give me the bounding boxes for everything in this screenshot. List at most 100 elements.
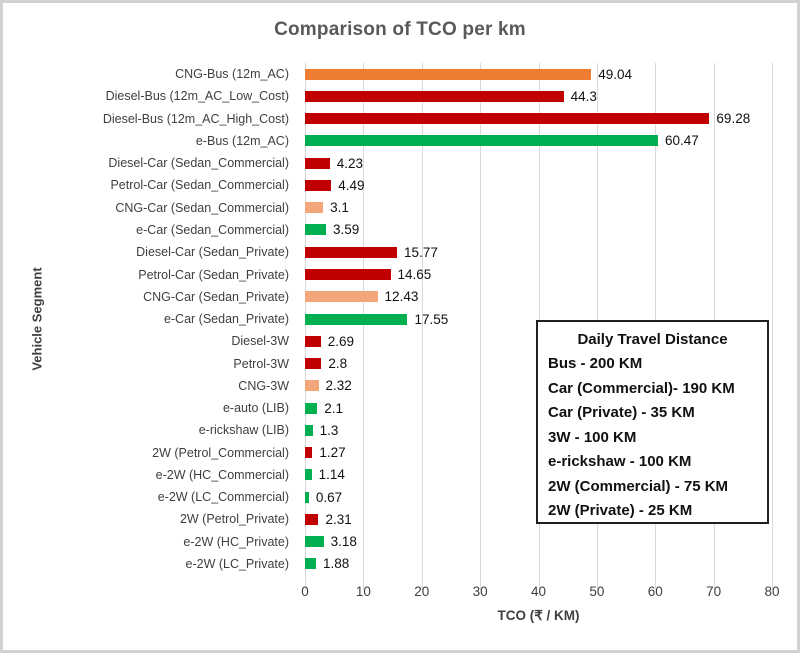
value-label: 0.67: [315, 489, 343, 505]
annotation-line: Bus - 200 KM: [548, 355, 643, 372]
bar: [305, 135, 658, 147]
bar: [305, 291, 378, 303]
x-tick-label: 80: [764, 584, 780, 599]
x-tick-label: 30: [472, 584, 488, 599]
x-tick-label: 20: [414, 584, 430, 599]
chart-row: 2.31: [305, 508, 772, 530]
value-label: 3.59: [332, 222, 360, 238]
bar: [305, 335, 321, 347]
bar: [305, 491, 309, 503]
value-label: 2.32: [325, 378, 352, 394]
bar: [305, 202, 324, 214]
bar: [305, 269, 391, 281]
chart-row: 12.43: [305, 286, 772, 308]
bar: [305, 90, 564, 102]
bar: [305, 246, 398, 258]
category-label: CNG-3W: [238, 378, 289, 393]
value-label: 15.77: [404, 244, 438, 260]
category-label: CNG-Car (Sedan_Commercial): [115, 200, 289, 215]
x-axis-title: TCO (₹ / KM): [497, 608, 580, 623]
chart-row: 69.28: [305, 108, 772, 130]
bar: [305, 402, 318, 414]
bar: [305, 358, 322, 370]
x-tick-label: 60: [647, 584, 663, 599]
x-tick-label: 0: [301, 584, 309, 599]
category-label: 2W (Petrol_Commercial): [152, 445, 289, 460]
value-label: 17.55: [414, 311, 449, 327]
plot-area: 49.04 44.3 69.28 60.47 4.23 4.49 3.1 3.59 15.77 1…: [305, 63, 773, 591]
value-label: 4.23: [336, 155, 363, 171]
value-label: 1.3: [319, 422, 339, 438]
chart-row: 2.1: [305, 397, 772, 419]
category-label: Diesel-Bus (12m_AC_Low_Cost): [105, 89, 289, 104]
chart-row: 17.55: [305, 308, 772, 330]
x-tick-label: 10: [355, 584, 371, 599]
category-label: CNG-Car (Sedan_Private): [143, 289, 289, 304]
value-label: 14.65: [397, 267, 432, 283]
category-label: e-2W (HC_Commercial): [155, 467, 289, 482]
gridline: [363, 63, 365, 591]
category-label: e-2W (LC_Private): [185, 556, 290, 571]
bar: [305, 469, 312, 481]
bar: [305, 313, 408, 325]
bar: [305, 424, 313, 436]
gridline: [772, 63, 773, 591]
value-label: 44.3: [570, 88, 597, 104]
value-label: 2.31: [325, 511, 352, 527]
value-label: 3.18: [330, 534, 357, 550]
category-label: e-Bus (12m_AC): [195, 133, 289, 148]
annotation-lines: Bus - 200 KM Car (Commercial)- 190 KM Car …: [548, 352, 757, 524]
chart-row: 1.3: [305, 419, 772, 441]
chart-row: 4.23: [305, 152, 772, 174]
value-label: 49.04: [598, 66, 633, 82]
category-label: e-Car (Sedan_Private): [163, 312, 289, 327]
chart-row: 3.1: [305, 197, 772, 219]
x-tick-label: 70: [706, 584, 722, 599]
category-labels: CNG-Bus (12m_AC) Diesel-Bus (12m_AC_Low_C…: [9, 63, 297, 575]
chart-row: 1.88: [305, 553, 772, 575]
annotation-line: 3W - 100 KM: [548, 428, 637, 446]
category-label: CNG-Bus (12m_AC): [175, 67, 289, 82]
category-label: e-Car (Sedan_Commercial): [136, 222, 289, 237]
annotation-line: 2W (Private) - 25 KM: [548, 502, 693, 519]
bar: [305, 558, 316, 570]
chart-row: 2.32: [305, 375, 772, 397]
annotation-line: e-rickshaw - 100 KM: [548, 453, 692, 470]
value-label: 69.28: [716, 111, 751, 127]
chart-title: Comparison of TCO per km: [274, 19, 526, 40]
gridline: [421, 63, 423, 591]
chart-row: 60.47: [305, 130, 772, 152]
bar: [305, 536, 324, 548]
x-tick-label: 50: [589, 584, 605, 599]
annotation-box: Daily Travel Distance Bus - 200 KM Car (C…: [536, 320, 769, 524]
chart-row: 4.49: [305, 174, 772, 196]
gridline: [305, 63, 306, 591]
category-label: Petrol-Car (Sedan_Commercial): [110, 178, 289, 193]
chart-row: 14.65: [305, 263, 772, 285]
bar: [305, 68, 592, 80]
category-label: e-auto (LIB): [222, 401, 289, 416]
annotation-line: Car (Commercial)- 190 KM: [548, 379, 735, 397]
category-label: Diesel-Bus (12m_AC_High_Cost): [102, 111, 289, 126]
value-label: 2.1: [324, 400, 344, 416]
gridline: [480, 63, 482, 591]
x-tick-label: 40: [530, 584, 547, 599]
bar: [305, 224, 326, 236]
annotation-line: 2W (Commercial) - 75 KM: [548, 477, 729, 495]
category-label: e-2W (HC_Private): [183, 534, 289, 549]
bar: [305, 380, 319, 392]
chart-row: 0.67: [305, 486, 772, 508]
chart-rows: 49.04 44.3 69.28 60.47 4.23 4.49 3.1 3.59 15.77 1…: [305, 63, 772, 575]
bar: [305, 179, 332, 191]
chart-row: 1.27: [305, 442, 772, 464]
chart-row: 15.77: [305, 241, 772, 263]
chart-row: 1.14: [305, 464, 772, 486]
value-label: 4.49: [338, 177, 365, 193]
bar: [305, 113, 710, 125]
category-label: Diesel-3W: [231, 334, 289, 349]
value-label: 2.8: [328, 356, 348, 372]
value-label: 12.43: [384, 289, 419, 305]
annotation-line: Car (Private) - 35 KM: [548, 404, 695, 421]
chart-row: 2.8: [305, 352, 772, 374]
